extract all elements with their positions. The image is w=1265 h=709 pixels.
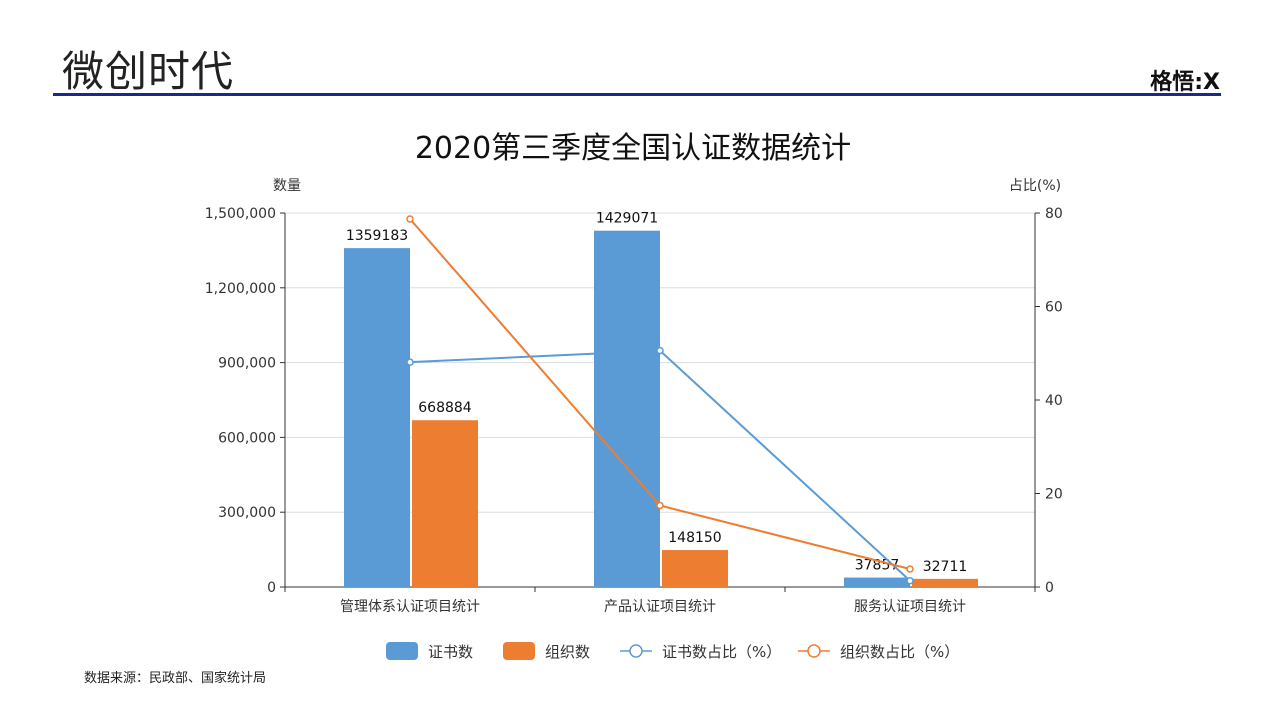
y-tick-label: 300,000 (218, 505, 276, 521)
y2-axis-label: 占比(%) (1009, 178, 1061, 194)
line-point (656, 346, 664, 355)
data-label: 1359183 (346, 228, 408, 244)
bar-organizations (912, 578, 978, 587)
data-label: 668884 (418, 400, 472, 416)
bar-certificates (344, 248, 410, 588)
x-tick-label: 产品认证项目统计 (604, 599, 716, 615)
header-divider (53, 93, 1221, 96)
line-point (406, 358, 414, 366)
line-point (906, 576, 914, 585)
line-point (656, 501, 664, 510)
legend-marker (807, 644, 821, 658)
bar-certificates (594, 230, 660, 587)
y-axis-label: 数量 (273, 178, 301, 194)
data-label: 32711 (923, 559, 968, 575)
legend-label: 组织数 (545, 643, 590, 661)
legend-swatch (503, 642, 535, 660)
legend-marker (629, 644, 643, 658)
bar-organizations (412, 420, 478, 587)
line-point (406, 215, 414, 223)
bar-certificates (844, 577, 910, 587)
brand-title: 微创时代 (62, 47, 235, 96)
logo: 格悟:X (1150, 70, 1220, 95)
chart-title: 2020第三季度全国认证数据统计 (415, 131, 851, 166)
legend-swatch (386, 642, 418, 660)
data-label: 1429071 (596, 211, 658, 227)
data-source: 数据来源：民政部、国家统计局 (84, 671, 267, 686)
y-tick-label: 1,200,000 (205, 281, 276, 297)
legend-label: 组织数占比（%） (840, 643, 959, 661)
y2-tick-label: 20 (1045, 487, 1063, 503)
y2-tick-label: 40 (1045, 393, 1063, 409)
x-tick-label: 服务认证项目统计 (854, 599, 966, 615)
y-tick-label: 600,000 (218, 430, 276, 446)
y2-tick-label: 0 (1045, 580, 1054, 596)
y-tick-label: 0 (267, 580, 276, 596)
bar-organizations (662, 550, 728, 587)
y2-tick-label: 60 (1045, 300, 1063, 316)
line-point (906, 565, 914, 573)
y-tick-label: 900,000 (218, 356, 276, 372)
x-tick-label: 管理体系认证项目统计 (340, 599, 480, 615)
y2-tick-label: 80 (1045, 206, 1063, 222)
y-tick-label: 1,500,000 (205, 206, 276, 222)
legend-label: 证书数 (428, 643, 473, 661)
legend-label: 证书数占比（%） (662, 643, 781, 661)
data-label: 148150 (668, 530, 721, 546)
